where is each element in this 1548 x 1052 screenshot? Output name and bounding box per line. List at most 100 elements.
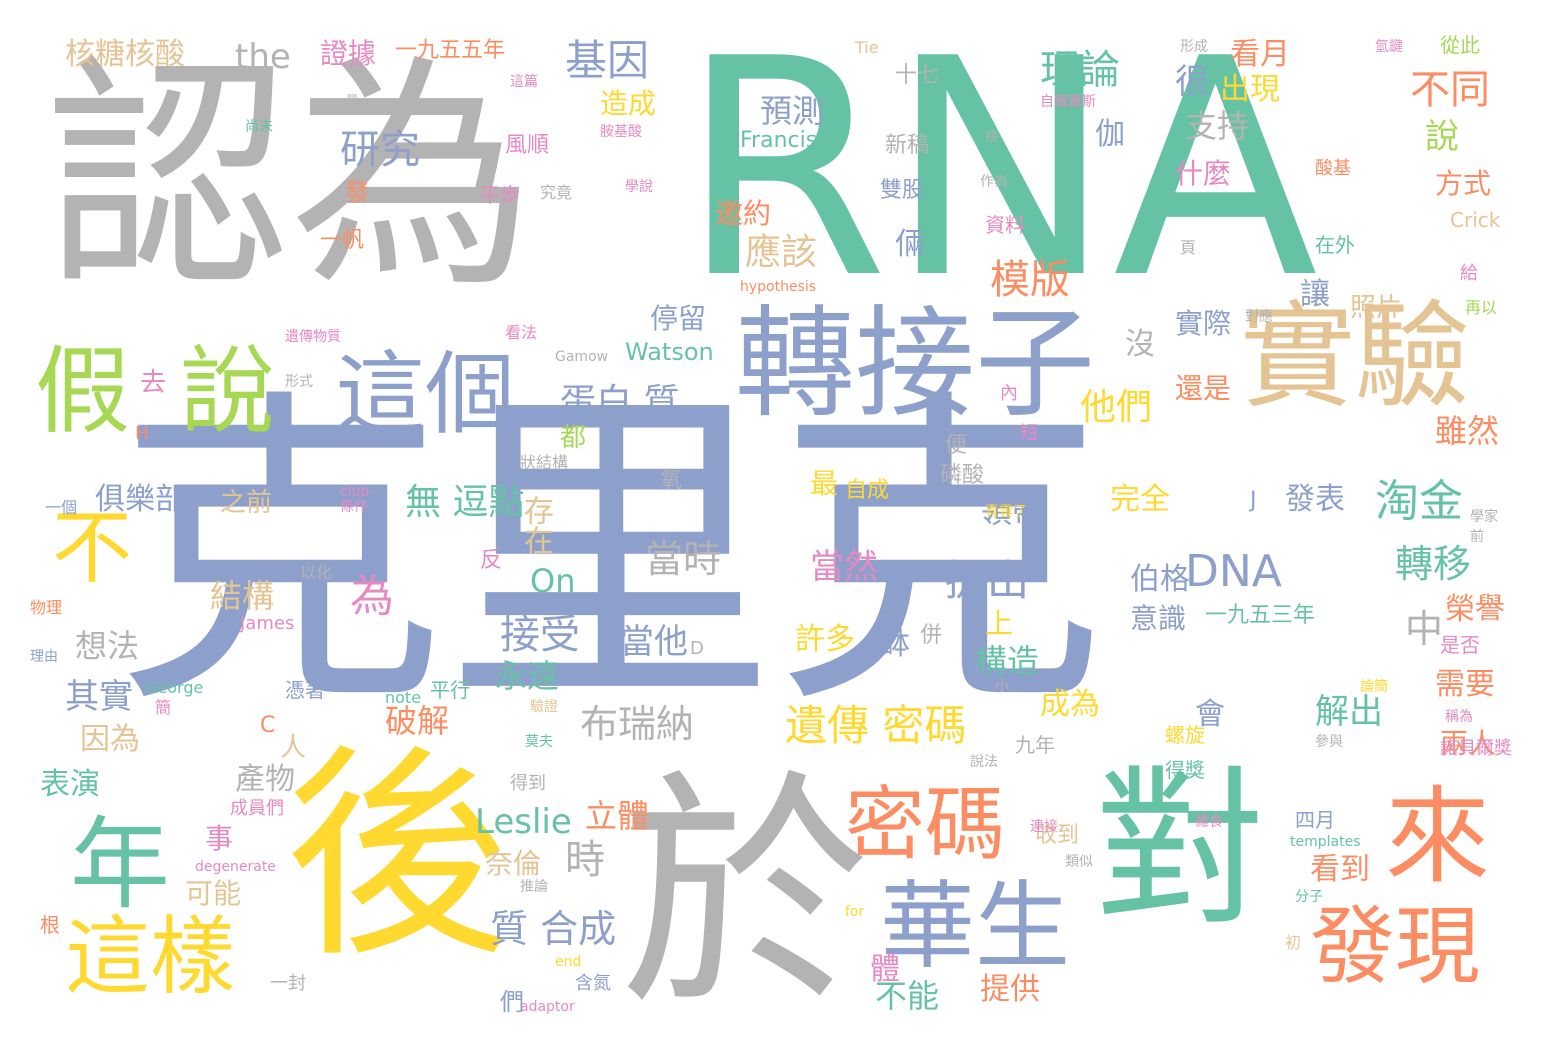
word-men: 們 [500,988,524,1016]
word-handan: 含氮 [575,973,611,994]
word-rna: RNA [680,0,1319,344]
word-lia: 倆 [895,227,925,262]
word-yige: 一個 [45,498,78,517]
word-tingliu: 停留 [650,302,707,335]
word-jia2: 伽 [1095,117,1125,152]
word-qingyunle: 青雲了 [985,504,1027,520]
word-zaocheng: 造成 [600,87,657,120]
word-leslie: Leslie [475,802,572,842]
word-jiujing: 究竟 [540,183,573,202]
word-rongyu: 榮譽 [1445,592,1505,627]
word-yuan: 員 [345,94,359,110]
word-rang: 讓 [1300,277,1330,312]
word-renwei: 認為 [45,35,535,320]
word-crick: Crick [1450,208,1501,232]
word-jian: 簡 [155,698,172,717]
word-yu: 於 [620,749,870,1040]
word-tamen: 他們 [1080,387,1153,428]
word-ziliao: 資料 [985,213,1025,237]
word-end: end [555,954,582,970]
word-dejiang: 得獎 [1165,758,1205,782]
word-hen: 很 [1175,62,1209,102]
word-fabiao: 發表 [1285,482,1345,517]
word-zuowei: 作為 [980,174,1008,190]
word-gamow: Gamow [555,349,609,365]
word-suanji: 酸基 [1315,158,1351,179]
word-zhuangjiegou: 狀結構 [520,453,569,472]
word-shangwei: 尚未 [245,119,273,135]
word-pingxing: 平行 [430,678,470,702]
word-kandao: 看到 [1310,852,1370,887]
word-xingao: 新稿 [885,133,930,158]
word-1955: 一九五五年 [395,38,506,63]
word-jiyin: 基因 [565,36,650,85]
word-yang: 氧 [660,468,683,493]
word-zhichi: 支持 [1185,107,1250,145]
word-wei: 為 [350,571,394,622]
word-liyou: 理由 [30,649,58,665]
word-qian: 前 [1470,529,1484,545]
word-jiunian: 九年 [1015,733,1055,757]
word-shi: 時 [565,837,605,883]
word-jia: 假 [35,337,131,447]
word-yinggai: 應該 [745,232,818,273]
word-nailun: 奈倫 [485,847,542,880]
word-c: C [260,713,276,738]
word-fan: 反 [480,548,503,573]
word-gen: 根 [40,913,60,937]
word-pingbu: 平步 [480,183,520,207]
word-hou: 後 [285,726,510,988]
word-zaiyi: 再以 [1465,298,1498,317]
word-dui: 對 [1095,751,1266,949]
word-james: James [240,613,295,634]
word-adaptor: adaptor [520,999,575,1015]
word-dangshi: 當時 [645,537,722,581]
word-taojin: 淘金 [1375,476,1463,527]
word-shenme: 什麼 [1175,157,1232,190]
word-shi2: 事 [205,822,234,855]
word-hui: 會 [1195,697,1225,732]
word-zhong: 中 [1405,607,1444,651]
word-qingjian: 氫鍵 [1375,39,1403,55]
word-yifan: 一帆 [320,228,365,253]
word-shuo2: 說 [1425,117,1459,157]
word-muban: 模版 [990,257,1070,303]
word-bian: 便 [945,433,968,458]
word-wanquan: 完全 [1110,482,1170,517]
word-suiran: 雖然 [1435,412,1500,450]
word-shoudao: 收到 [1035,823,1080,848]
word-george: George [145,678,204,697]
word-zaiwai: 在外 [1315,233,1355,257]
word-faxian: 發現 [1310,898,1481,997]
word-chengyuanmen: 成員們 [230,798,284,819]
word-keneng: 可能 [185,877,242,910]
word-gei: 給 [1460,263,1478,284]
word-xiangfa: 想法 [75,627,140,665]
word-xuduo: 許多 [795,622,855,657]
word-francis: Francis [740,128,818,153]
word-experiment: 實驗 [1240,290,1471,424]
word-qishi: 其實 [65,677,133,717]
word-linsuan: 磷酸 [940,463,985,488]
word-cunzai: 存在 [518,495,553,555]
word-ti: 體 [870,952,900,987]
word-bo: 缽 [880,627,910,662]
word-nian: 年 [70,806,170,923]
word-tiaojian: 條件 [340,499,368,515]
word-gouzao: 構造 [975,642,1040,680]
word-lunjian: 論簡 [1360,679,1388,695]
word-fa: 發 [345,178,369,206]
word-butong: 不同 [1410,67,1490,113]
word-fangshi: 方式 [1435,167,1492,200]
word-tichu: 提出 [945,556,1030,605]
word-hypothesis: hypothesis [740,279,817,295]
word-amino-acid: 胺基酸 [600,124,642,140]
word-synthesis: 質 合成 [490,907,617,951]
word-chuxian: 出現 [1220,72,1280,107]
word-haishi: 還是 [1175,372,1232,405]
word-shifou: 是否 [1440,633,1480,657]
word-qu: 去 [140,368,167,398]
word-shuo: 說 [180,337,276,447]
word-the: the [235,37,291,77]
